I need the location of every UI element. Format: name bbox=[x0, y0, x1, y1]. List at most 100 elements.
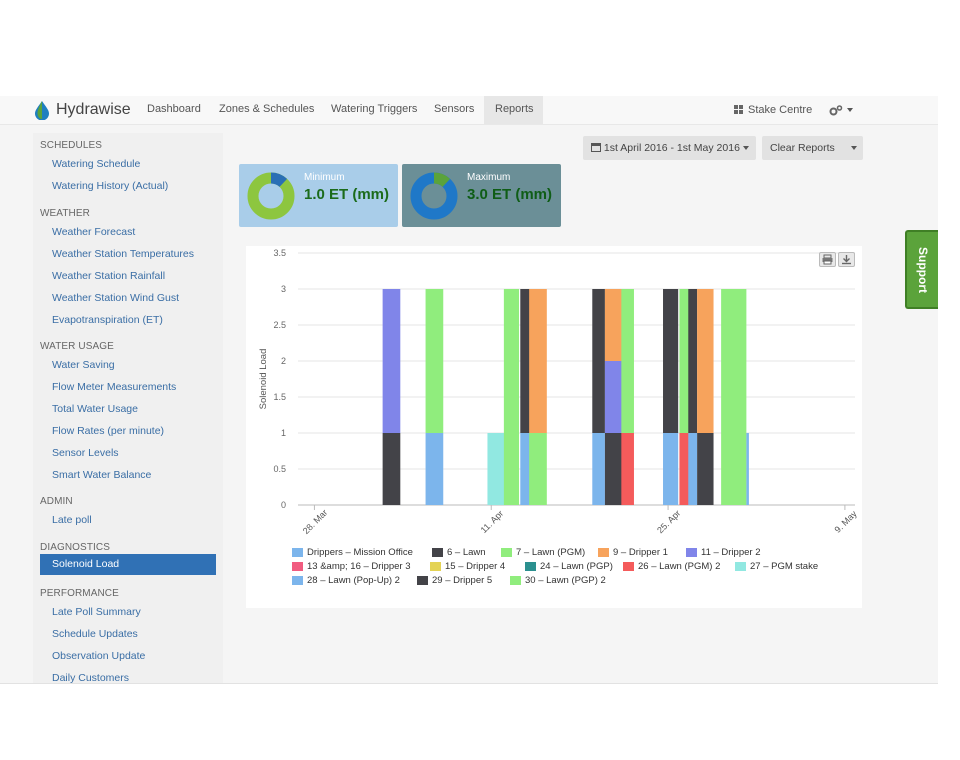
bar-segment bbox=[604, 361, 623, 433]
legend-item[interactable]: 13 &amp; 16 – Dripper 3 bbox=[292, 561, 411, 572]
bar-segment bbox=[604, 289, 623, 361]
sidebar-link-watering-schedule[interactable]: Watering Schedule bbox=[52, 158, 141, 170]
sidebar-link-daily-customers[interactable]: Daily Customers bbox=[52, 672, 130, 684]
support-tab[interactable]: Support bbox=[905, 230, 938, 309]
stake-centre-link[interactable]: Stake Centre bbox=[734, 96, 812, 124]
sidebar-link-observation-update[interactable]: Observation Update bbox=[52, 650, 146, 662]
legend-swatch bbox=[735, 562, 746, 571]
legend-swatch bbox=[292, 562, 303, 571]
nav-reports[interactable]: Reports bbox=[484, 96, 543, 124]
chevron-down-icon bbox=[851, 146, 857, 150]
sidebar-link-station-wind-gust[interactable]: Weather Station Wind Gust bbox=[52, 292, 180, 304]
settings-menu[interactable] bbox=[829, 96, 853, 124]
bar-segment bbox=[679, 433, 690, 505]
date-range-dropdown[interactable]: 1st April 2016 - 1st May 2016 bbox=[583, 136, 756, 160]
legend-label: 30 – Lawn (PGP) 2 bbox=[525, 575, 606, 586]
legend-label: 6 – Lawn bbox=[447, 547, 486, 558]
maximum-value: 3.0 ET (mm) bbox=[467, 186, 553, 203]
legend-swatch bbox=[292, 576, 303, 585]
legend-label: 26 – Lawn (PGM) 2 bbox=[638, 561, 721, 572]
y-tick-label: 3 bbox=[281, 284, 286, 294]
sidebar-link-schedule-updates[interactable]: Schedule Updates bbox=[52, 628, 138, 640]
brand[interactable]: Hydrawise bbox=[33, 99, 131, 121]
legend-item[interactable]: 28 – Lawn (Pop-Up) 2 bbox=[292, 575, 400, 586]
sidebar-link-weather-forecast[interactable]: Weather Forecast bbox=[52, 226, 136, 238]
y-axis-label: Solenoid Load bbox=[258, 349, 269, 410]
download-chart-button[interactable] bbox=[838, 252, 855, 267]
bar-segment bbox=[688, 433, 698, 505]
download-icon bbox=[842, 255, 851, 265]
bar-segment bbox=[520, 289, 531, 433]
grid-icon bbox=[734, 105, 743, 114]
nav-zones-schedules[interactable]: Zones & Schedules bbox=[219, 103, 315, 115]
maximum-donut-chart bbox=[410, 172, 458, 220]
bar-segment bbox=[487, 433, 506, 505]
minimum-value: 1.0 ET (mm) bbox=[304, 186, 390, 203]
legend-item[interactable]: 27 – PGM stake bbox=[735, 561, 818, 572]
legend-item[interactable]: 11 – Dripper 2 bbox=[686, 547, 761, 558]
sidebar-link-water-saving[interactable]: Water Saving bbox=[52, 359, 115, 371]
legend-label: Drippers – Mission Office bbox=[307, 547, 413, 558]
legend-swatch bbox=[525, 562, 536, 571]
sidebar-link-flow-rates[interactable]: Flow Rates (per minute) bbox=[52, 425, 165, 437]
bar-segment bbox=[663, 433, 679, 505]
legend-swatch bbox=[432, 548, 443, 557]
sidebar-link-smart-water-balance[interactable]: Smart Water Balance bbox=[52, 469, 152, 481]
sidebar-link-late-poll-summary[interactable]: Late Poll Summary bbox=[52, 606, 141, 618]
bar-segment bbox=[529, 289, 547, 433]
legend-item[interactable]: 24 – Lawn (PGP) bbox=[525, 561, 613, 572]
clear-reports-button[interactable]: Clear Reports bbox=[762, 136, 863, 160]
x-tick-label: 9. May bbox=[833, 508, 860, 535]
nav-dashboard[interactable]: Dashboard bbox=[147, 103, 201, 115]
y-tick-label: 1.5 bbox=[273, 392, 286, 402]
hydrawise-logo-icon bbox=[35, 101, 49, 120]
legend-label: 15 – Dripper 4 bbox=[445, 561, 506, 572]
legend-item[interactable]: 15 – Dripper 4 bbox=[430, 561, 505, 572]
sidebar-link-evapotranspiration[interactable]: Evapotranspiration (ET) bbox=[52, 314, 163, 326]
bar-segment bbox=[425, 433, 444, 505]
sidebar-link-total-water-usage[interactable]: Total Water Usage bbox=[52, 403, 138, 415]
x-tick-label: 11. Apr bbox=[479, 508, 506, 535]
legend-label: 13 &amp; 16 – Dripper 3 bbox=[307, 561, 411, 572]
donut-base-ring bbox=[247, 172, 295, 220]
brand-name: Hydrawise bbox=[56, 101, 131, 118]
y-tick-label: 3.5 bbox=[273, 248, 286, 258]
sidebar-heading-water-usage: WATER USAGE bbox=[40, 341, 114, 352]
legend-swatch bbox=[598, 548, 609, 557]
date-range-label: 1st April 2016 - 1st May 2016 bbox=[603, 142, 740, 154]
solenoid-load-chart: 0 0.5 1 1.5 2 2.5 3 3.5 Solenoid Load 28. Mar 11. … bbox=[246, 246, 862, 608]
legend-label: 27 – PGM stake bbox=[750, 561, 819, 572]
legend-item[interactable]: 29 – Dripper 5 bbox=[417, 575, 492, 586]
legend-item[interactable]: 26 – Lawn (PGM) 2 bbox=[623, 561, 720, 572]
minimum-donut-chart bbox=[247, 172, 295, 220]
legend-item[interactable]: Drippers – Mission Office bbox=[292, 547, 413, 558]
sidebar-link-watering-history[interactable]: Watering History (Actual) bbox=[52, 180, 169, 192]
bar-segment bbox=[697, 433, 714, 505]
minimum-et-card: Minimum 1.0 ET (mm) bbox=[239, 164, 398, 227]
sidebar-link-flow-meter[interactable]: Flow Meter Measurements bbox=[52, 381, 177, 393]
sidebar-heading-admin: ADMIN bbox=[40, 496, 73, 507]
x-tick-label: 28. Mar bbox=[301, 507, 330, 536]
sidebar-link-station-temperatures[interactable]: Weather Station Temperatures bbox=[52, 248, 195, 260]
legend-item[interactable]: 30 – Lawn (PGP) 2 bbox=[510, 575, 606, 586]
nav-sensors[interactable]: Sensors bbox=[434, 103, 475, 115]
legend-item[interactable]: 6 – Lawn bbox=[432, 547, 486, 558]
print-chart-button[interactable] bbox=[819, 252, 836, 267]
legend-swatch bbox=[623, 562, 634, 571]
stake-centre-label: Stake Centre bbox=[748, 103, 813, 116]
sidebar-heading-schedules: SCHEDULES bbox=[40, 140, 103, 151]
legend-item[interactable]: 9 – Dripper 1 bbox=[598, 547, 668, 558]
nav-watering-triggers[interactable]: Watering Triggers bbox=[331, 103, 418, 115]
sidebar-link-solenoid-load[interactable]: Solenoid Load bbox=[40, 554, 216, 575]
legend-label: 11 – Dripper 2 bbox=[701, 547, 761, 558]
donut-value-arc bbox=[433, 172, 451, 188]
sidebar-heading-diagnostics: DIAGNOSTICS bbox=[40, 542, 110, 553]
sidebar-link-sensor-levels[interactable]: Sensor Levels bbox=[52, 447, 119, 459]
maximum-label: Maximum bbox=[467, 172, 511, 183]
legend-item[interactable]: 7 – Lawn (PGM) bbox=[501, 547, 585, 558]
bar-segment bbox=[503, 289, 520, 433]
sidebar-link-station-rainfall[interactable]: Weather Station Rainfall bbox=[52, 270, 166, 282]
legend-swatch bbox=[501, 548, 512, 557]
legend-label: 24 – Lawn (PGP) bbox=[540, 561, 613, 572]
sidebar-link-late-poll[interactable]: Late poll bbox=[52, 514, 92, 526]
